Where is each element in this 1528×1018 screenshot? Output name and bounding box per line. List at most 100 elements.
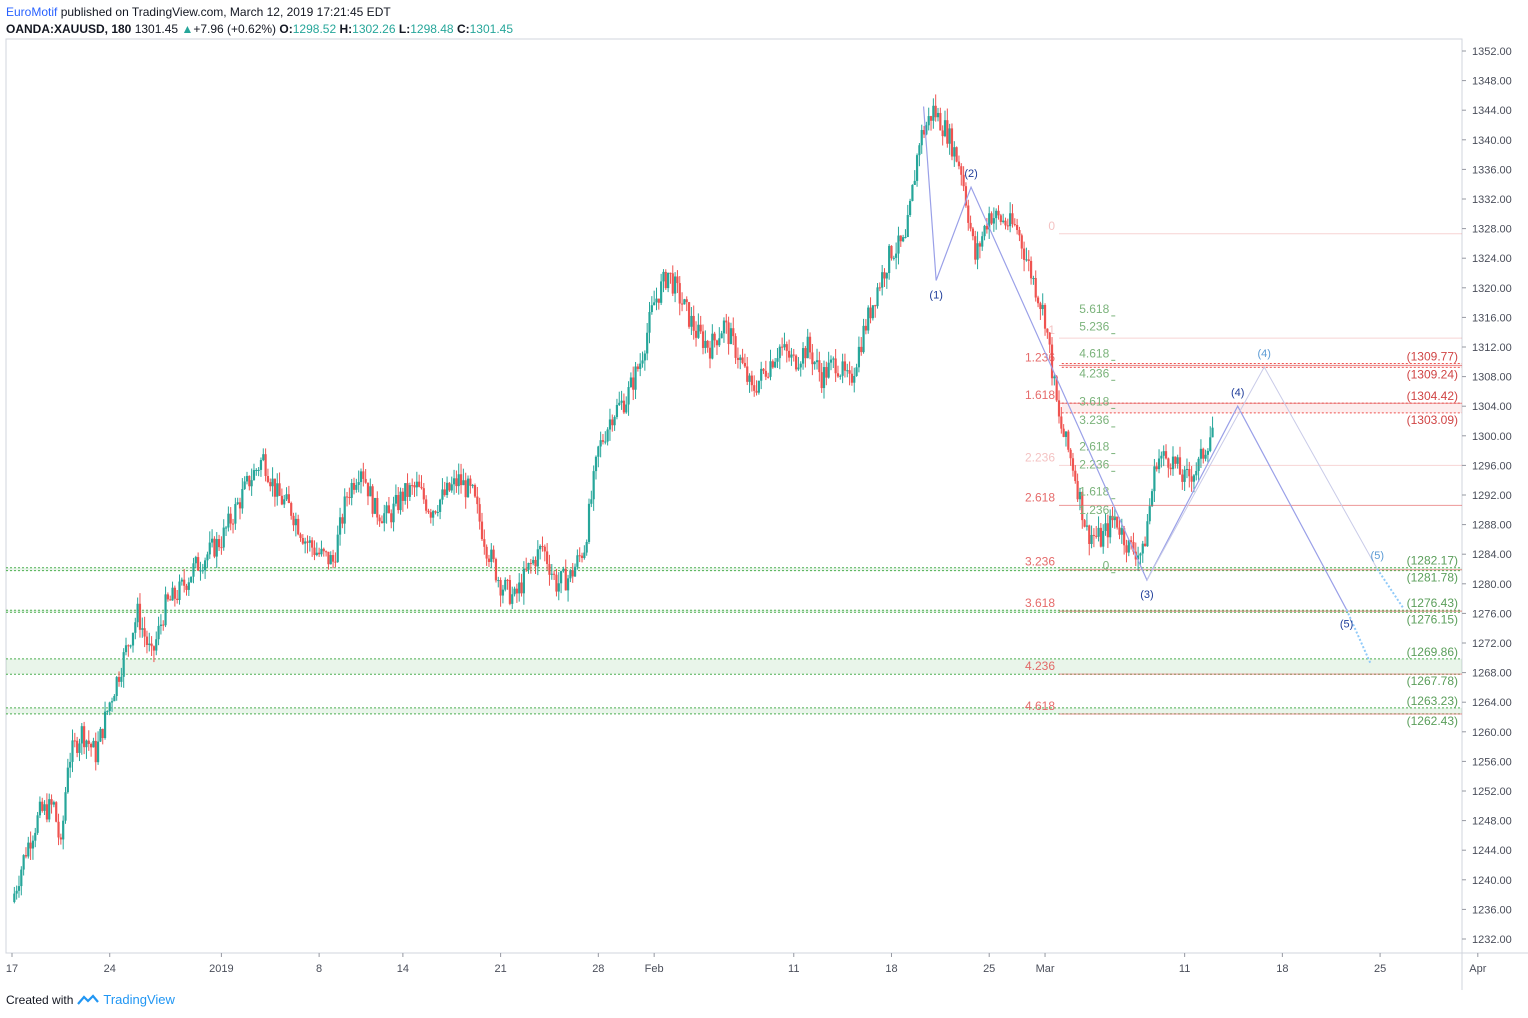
candle-body: [960, 166, 963, 175]
time-axis[interactable]: 17 24 2019 8 14 21 28 Feb 11 18 25 Mar 11 18 25 Apr: [6, 953, 1487, 975]
low-label: L:: [398, 22, 411, 36]
candle-body: [1020, 235, 1023, 249]
candle-body: [995, 210, 998, 219]
candle-body: [1195, 470, 1198, 476]
candle-body: [634, 366, 637, 390]
candle-body: [348, 497, 351, 499]
candle-body: [646, 332, 649, 354]
candles-layer: [13, 94, 1214, 904]
fib-layer: 0 1 1.236 1.618 2.236 2.618 3.236 3.618 4.236 4.6…: [1025, 219, 1462, 715]
candle-body: [166, 594, 169, 600]
candle-body: [543, 546, 546, 552]
candle-body: [1104, 523, 1107, 531]
candle-body: [15, 890, 18, 894]
price-tick-label: 1328.00: [1472, 224, 1512, 236]
candle-body: [148, 643, 151, 645]
candle-body: [576, 555, 579, 567]
candle-body: [204, 560, 207, 571]
low-value: 1298.48: [410, 22, 454, 36]
candle-body: [964, 186, 968, 206]
candle-body: [1071, 458, 1075, 471]
candle-body: [685, 299, 688, 303]
candle-body: [597, 446, 600, 457]
wave-label: (4): [1231, 387, 1244, 399]
candle-body: [718, 338, 721, 346]
candle-body: [957, 161, 961, 167]
candle-body: [818, 360, 821, 373]
candle-body: [355, 484, 358, 490]
candle-body: [808, 336, 812, 353]
candle-body: [180, 579, 183, 582]
candle-body: [1009, 213, 1012, 227]
candle-body: [236, 502, 239, 505]
candle-body: [1171, 456, 1175, 470]
candle-body: [1074, 470, 1077, 482]
candle-body: [155, 639, 158, 651]
candle-body: [799, 363, 802, 368]
symbol-name[interactable]: OANDA:XAUUSD, 180: [6, 22, 132, 36]
candle-body: [636, 366, 639, 369]
candle-body: [117, 677, 121, 682]
candle-body: [641, 360, 644, 364]
candle-body: [946, 120, 949, 144]
price-chart[interactable]: 0 1 1.236 1.618 2.236 2.618 3.236 3.618 4.236 4.6…: [0, 0, 1528, 990]
candle-body: [320, 548, 323, 555]
candle-body: [648, 312, 651, 333]
candle-body: [1155, 466, 1158, 470]
candle-body: [1057, 400, 1061, 417]
candle-body: [1092, 534, 1095, 536]
candle-body: [704, 340, 707, 348]
author-link[interactable]: EuroMotif: [6, 5, 58, 19]
candle-body: [822, 367, 826, 389]
candle-body: [357, 482, 360, 485]
candle-body: [376, 497, 379, 518]
candle-body: [301, 537, 304, 544]
candle-body: [667, 272, 670, 289]
candle-body: [860, 346, 863, 353]
candle-body: [983, 225, 986, 237]
candle-body: [981, 236, 984, 247]
candle-body: [138, 603, 142, 630]
candle-body: [304, 541, 307, 544]
price-axis[interactable]: 1232.00 1236.00 1240.00 1244.00 1248.00 1252.…: [1462, 46, 1512, 946]
candle-body: [406, 483, 409, 497]
candle-body: [692, 315, 695, 331]
candle-body: [1197, 458, 1200, 471]
candle-body: [24, 855, 28, 857]
candle-body: [483, 539, 486, 547]
tradingview-brand[interactable]: TradingView: [103, 992, 175, 1007]
candle-body: [480, 521, 484, 540]
candle-body: [192, 563, 195, 577]
candle-body: [162, 624, 165, 626]
candle-body: [466, 478, 470, 498]
candle-body: [338, 517, 342, 535]
candle-body: [83, 726, 86, 748]
candle-body: [20, 869, 23, 887]
candle-body: [941, 130, 944, 137]
candle-body: [611, 419, 614, 426]
candle-body: [59, 837, 62, 840]
candle-body: [385, 505, 388, 514]
candle-body: [527, 562, 530, 570]
candle-body: [801, 348, 805, 364]
candle-body: [257, 469, 260, 471]
candle-body: [1097, 527, 1100, 537]
candle-body: [615, 404, 619, 418]
candle-body: [427, 510, 430, 513]
candle-body: [760, 368, 763, 381]
candle-body: [122, 652, 125, 677]
candle-body: [1185, 468, 1189, 470]
candle-body: [1167, 458, 1170, 468]
candle-body: [464, 480, 467, 498]
candle-body: [1139, 553, 1142, 556]
candle-body: [539, 545, 542, 550]
price-tick-label: 1240.00: [1472, 875, 1512, 887]
candle-body: [1064, 431, 1068, 437]
price-tick-label: 1280.00: [1472, 579, 1512, 591]
candle-body: [262, 454, 265, 461]
candle-body: [1146, 521, 1149, 547]
candle-body: [929, 116, 933, 121]
candle-body: [206, 554, 209, 561]
candle-body: [1157, 458, 1161, 470]
candle-body: [101, 728, 104, 739]
